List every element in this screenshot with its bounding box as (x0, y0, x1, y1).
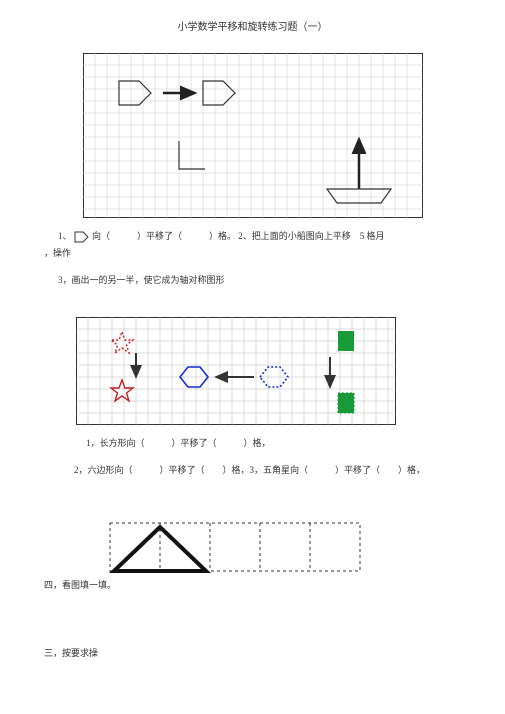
star-bottom-icon (111, 380, 133, 401)
figure-2 (76, 317, 396, 425)
flag-shape (179, 141, 205, 169)
section-4: 四，看图填一填。 (44, 577, 461, 594)
small-pentagon-icon (74, 230, 90, 244)
rect-bottom (338, 393, 354, 413)
question-1: 1、 向（ ）平移了（ ）格。 2、把上面的小船图向上平移 5 格月 (44, 228, 461, 245)
pentagon-left (119, 81, 151, 105)
figure-3 (104, 517, 366, 577)
question-hex-star: 2，六边形向（ ）平移了（ ）格，3，五角星向（ ）平移了（ ）格， (74, 462, 461, 479)
pentagon-right (203, 81, 235, 105)
star-top-icon (111, 332, 133, 353)
rect-top (338, 331, 354, 351)
question-3: 3，画出一的另一半，使它成为轴对称图形 (58, 272, 461, 289)
figure-1 (83, 53, 423, 218)
page-title: 小学数学平移和旋转练习题（一） (44, 18, 461, 33)
section-3b: 三，按要求操 (44, 645, 461, 662)
question-1b: ，操作 (44, 245, 461, 262)
question-rect: 1，长方形向（ ）平移了（ ）格， (86, 435, 461, 452)
